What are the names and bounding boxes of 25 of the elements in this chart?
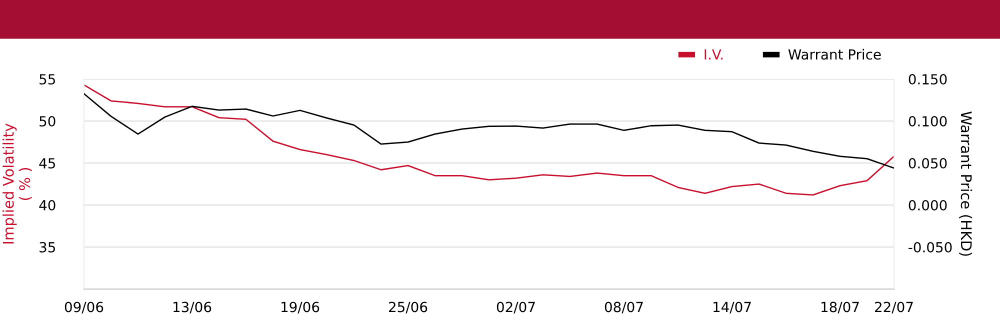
y2-tick-label: 0.050 [908,158,947,169]
y2-axis-title: Warrant Price (HKD) [959,111,972,256]
y-tick-label: 50 [40,116,56,127]
x-tick-label: 19/06 [282,302,320,314]
y2-tick-label: 0.150 [908,74,947,85]
x-tick-label: 18/07 [822,302,859,314]
y2-tick-label: 0.000 [908,200,947,210]
x-tick-label: 22/07 [875,302,913,314]
line-series [84,93,894,169]
line-series [84,84,894,196]
x-tick-label: 02/07 [496,302,535,314]
x-tick-label: 13/06 [174,302,212,314]
y-tick-label: 40 [39,200,56,210]
y2-tick-label: 0.100 [908,116,947,127]
y2-tick-label: -0.050 [908,242,952,252]
legend-label: Warrant Price [788,48,881,60]
x-tick-label: 14/07 [714,302,751,314]
y-tick-label: 45 [39,158,56,169]
legend-label: I.V. [704,49,723,60]
y-tick-label: 35 [40,242,56,252]
y-axis-title: Implied Volatility ( % ) [2,124,32,244]
y-tick-label: 55 [40,74,56,85]
x-tick-label: 25/06 [389,302,428,314]
x-tick-label: 08/07 [604,302,643,314]
x-tick-label: 09/06 [64,302,104,314]
